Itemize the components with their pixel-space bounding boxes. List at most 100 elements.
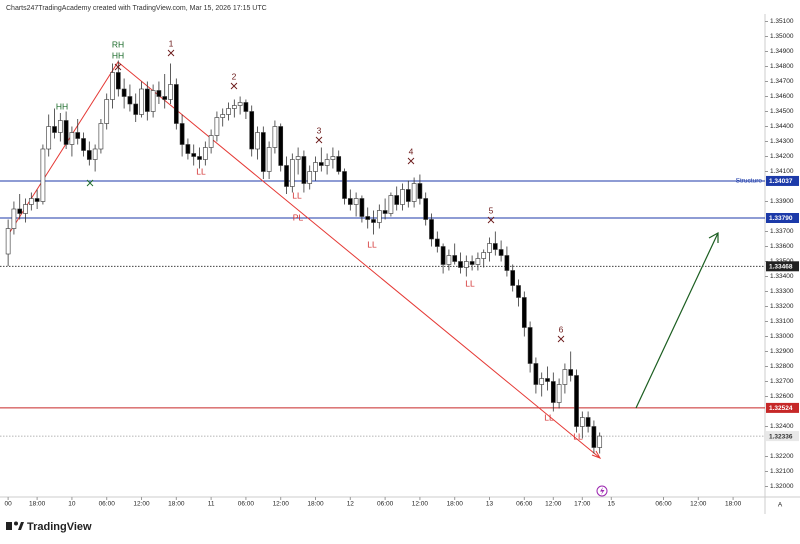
candle-body (52, 126, 57, 133)
level-label-box (766, 431, 799, 442)
candle-body (347, 198, 353, 205)
candle-body (550, 381, 556, 403)
candle-body (156, 90, 162, 97)
candle-body (579, 417, 585, 427)
candle-body (475, 258, 481, 265)
x-tick-label: 18:00 (307, 501, 324, 508)
y-tick-label: 1.34400 (770, 123, 794, 130)
candle-body (492, 243, 498, 250)
header: Charts247TradingAcademy created with Tra… (6, 5, 267, 12)
candle-body (574, 375, 579, 427)
candle-body (376, 210, 382, 223)
level-label-box (766, 261, 799, 272)
candle-body (510, 270, 516, 286)
candle-body (597, 435, 603, 448)
y-tick-label: 1.32000 (770, 483, 794, 490)
y-tick-label: 1.34100 (770, 168, 794, 175)
candle-body (214, 117, 220, 136)
y-tick-label: 1.32100 (770, 468, 794, 475)
candle-body (440, 246, 446, 265)
candle-body (417, 183, 423, 199)
candle-body (144, 88, 150, 112)
annotation: 5 (489, 205, 494, 215)
swing-mark (407, 157, 415, 165)
annotation: PL (293, 212, 304, 222)
candle-body (301, 156, 307, 184)
annotation: 4 (409, 146, 414, 156)
candle-body (98, 123, 104, 150)
candle-body (115, 72, 121, 90)
candle-body (353, 198, 359, 205)
x-tick-label: 18:00 (447, 501, 464, 508)
candle-body (591, 426, 597, 448)
candle-body (179, 123, 185, 145)
level-label-box (766, 402, 799, 413)
y-tick-label: 1.34300 (770, 138, 794, 145)
y-tick-label: 1.34700 (770, 78, 794, 85)
candle-body (504, 255, 510, 271)
annotation: LL (367, 239, 377, 249)
x-tick-label: 11 (208, 501, 215, 508)
x-tick-label: 12:00 (545, 501, 562, 508)
y-tick-label: 1.34600 (770, 93, 794, 100)
candle-body (469, 261, 475, 265)
candle-body (11, 208, 17, 229)
annotation: 2 (232, 71, 237, 81)
candle-body (69, 132, 75, 145)
candle-body (336, 156, 342, 172)
candle-body (295, 156, 301, 160)
x-tick-label: 13 (486, 501, 494, 508)
event-icon (596, 485, 608, 497)
level-label: 1.32336 (769, 433, 793, 440)
candle-body (255, 132, 260, 150)
swing-mark (557, 335, 565, 343)
annotation: HH (112, 50, 124, 60)
candle-body (521, 297, 527, 328)
y-tick-label: 1.33700 (770, 228, 794, 235)
candle-body (46, 126, 52, 150)
level-label: 1.34037 (769, 178, 793, 185)
y-tick-label: 1.33100 (770, 318, 794, 325)
candle-body (168, 84, 173, 100)
y-tick-label: 1.32400 (770, 423, 794, 430)
x-tick-label: 12 (347, 501, 355, 508)
swing-mark (230, 82, 238, 90)
y-tick-label: 1.33600 (770, 243, 794, 250)
candle-body (34, 198, 40, 202)
candle-body (307, 171, 313, 184)
y-tick-label: 1.32900 (770, 348, 794, 355)
x-tick-label: 12:00 (690, 501, 707, 508)
candle-body (243, 102, 249, 112)
candle-body (411, 183, 417, 202)
y-tick-label: 1.32600 (770, 393, 794, 400)
level-label: 1.32524 (769, 405, 793, 412)
candle-body (28, 198, 34, 205)
candle-body (568, 369, 574, 376)
projection-arrow-head (708, 231, 719, 243)
annotation: 3 (317, 125, 322, 135)
candle-body (231, 105, 237, 109)
x-tick-label: 06:00 (516, 501, 533, 508)
annotation: RH (112, 39, 124, 49)
x-tick-label: 00 (5, 501, 13, 508)
candle-body (173, 84, 179, 124)
x-tick-label: 06:00 (238, 501, 255, 508)
candle-body (423, 198, 429, 220)
candle-body (121, 88, 127, 97)
y-tick-label: 1.33200 (770, 303, 794, 310)
candle-body (562, 369, 568, 385)
candle-body (382, 210, 388, 214)
candle-body (75, 132, 81, 139)
candle-body (81, 138, 86, 151)
brand: TradingView (27, 521, 92, 533)
candle-body (429, 219, 434, 240)
annotation: LL (465, 278, 475, 288)
candle-body (585, 417, 591, 427)
candle-body (23, 204, 28, 214)
candle-body (498, 249, 504, 256)
x-tick-label: 06:00 (377, 501, 394, 508)
x-tick-label: 12:00 (133, 501, 150, 508)
auto-scale-button: A (778, 502, 783, 509)
x-tick-label: 06:00 (655, 501, 672, 508)
